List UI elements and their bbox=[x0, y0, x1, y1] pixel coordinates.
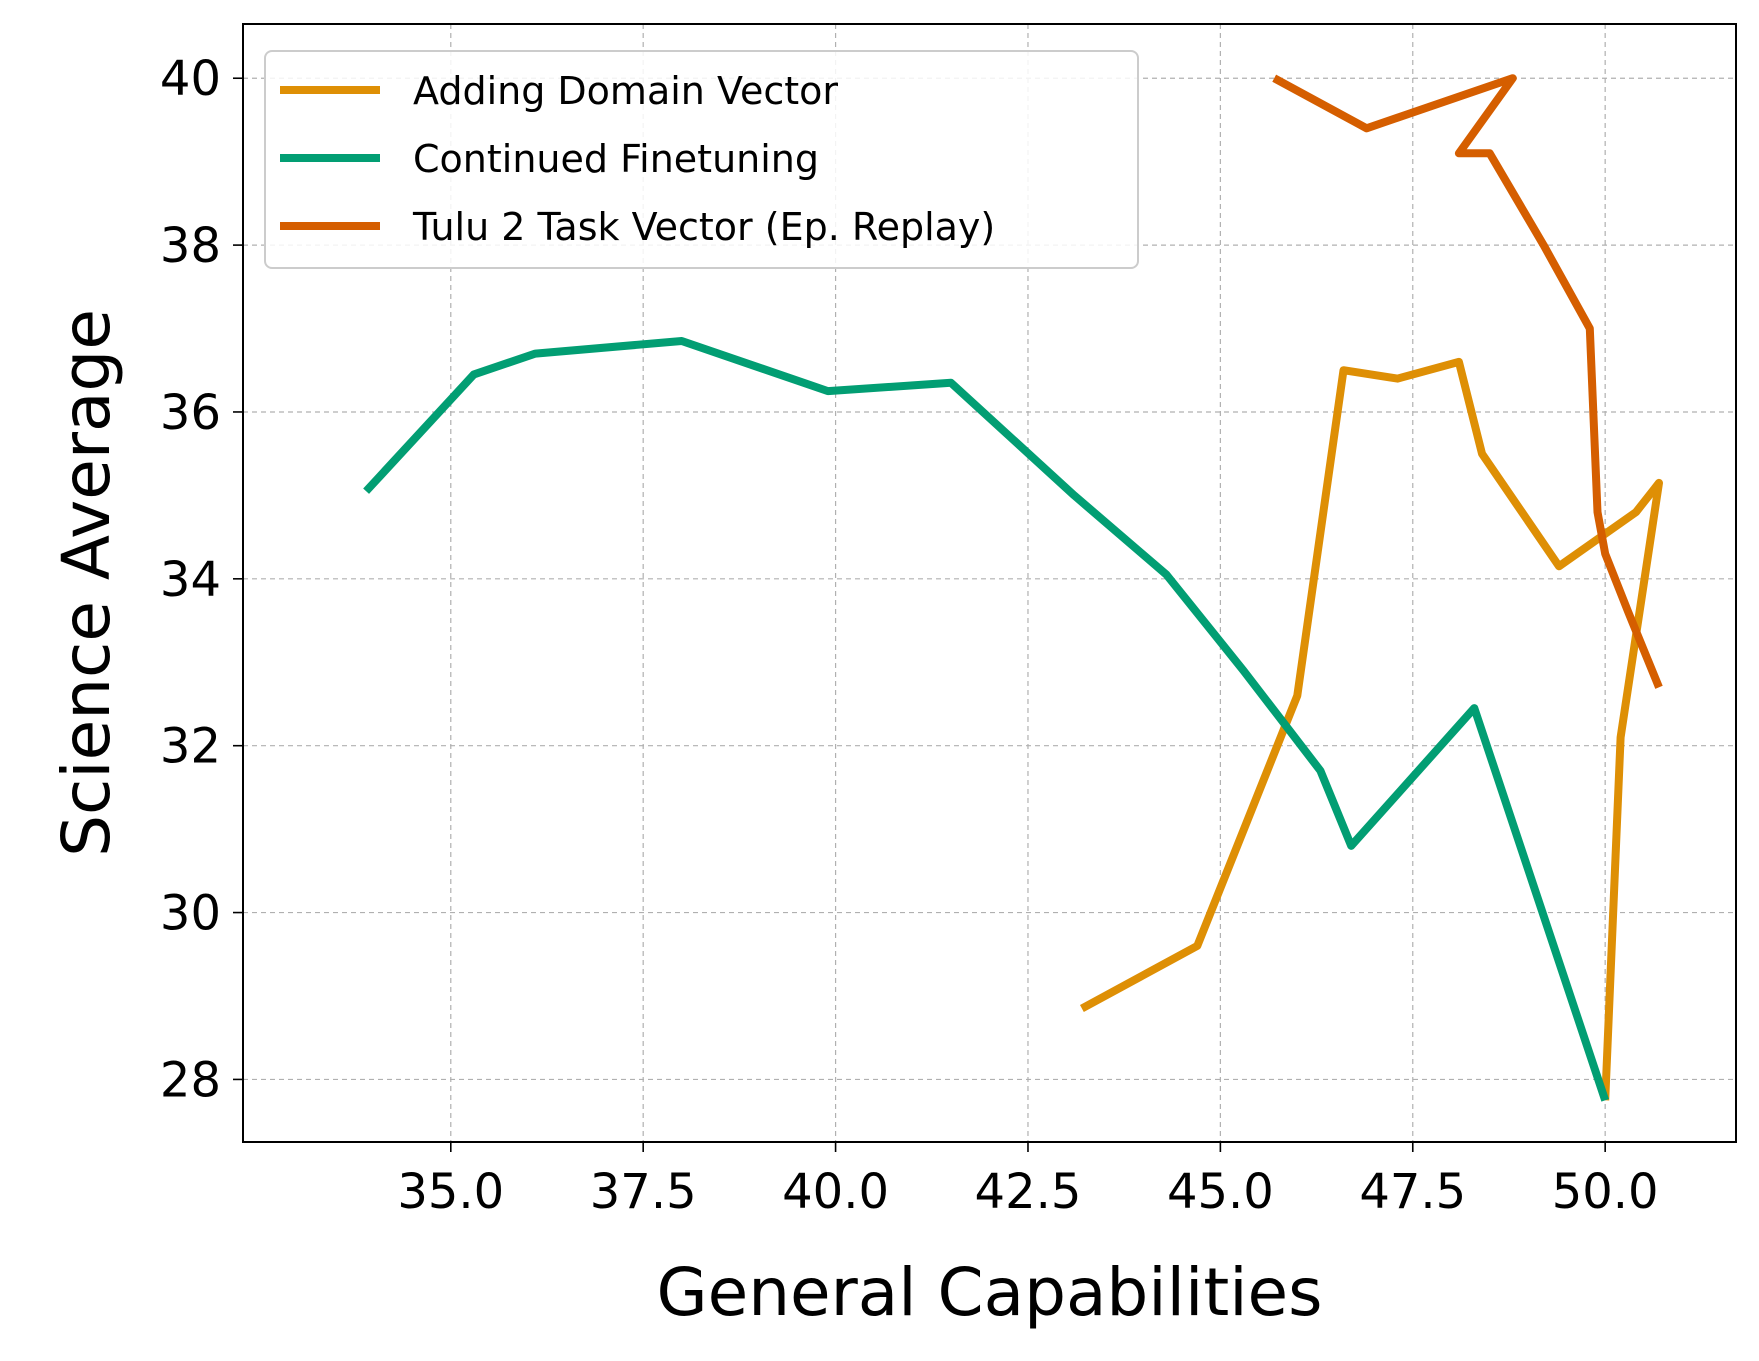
legend-label-0: Adding Domain Vector bbox=[413, 69, 838, 113]
y-tick-label: 34 bbox=[160, 552, 221, 608]
series-line-1 bbox=[363, 337, 1609, 1102]
y-tick-label: 36 bbox=[160, 385, 221, 441]
legend: Adding Domain Vector Continued Finetuning… bbox=[264, 50, 1139, 269]
y-tick-label: 30 bbox=[160, 886, 221, 942]
x-tick-label: 50.0 bbox=[1552, 1164, 1659, 1220]
y-axis-title: Science Average bbox=[48, 309, 125, 857]
plot-frame bbox=[242, 23, 1737, 1143]
x-axis-title: General Capabilities bbox=[656, 1254, 1322, 1331]
y-tick-label: 40 bbox=[160, 51, 221, 107]
y-tick-label: 28 bbox=[160, 1052, 221, 1108]
x-tick-label: 47.5 bbox=[1359, 1164, 1466, 1220]
x-tick-label: 42.5 bbox=[975, 1164, 1082, 1220]
y-tick-label: 38 bbox=[160, 218, 221, 274]
series-line-0 bbox=[1079, 357, 1663, 1101]
legend-label-1: Continued Finetuning bbox=[413, 137, 819, 181]
series-lines bbox=[363, 74, 1663, 1102]
x-tick-label: 40.0 bbox=[782, 1164, 889, 1220]
x-tick-label: 37.5 bbox=[590, 1164, 697, 1220]
legend-frame bbox=[264, 50, 1139, 269]
legend-label-2: Tulu 2 Task Vector (Ep. Replay) bbox=[412, 205, 995, 249]
x-tick-label: 45.0 bbox=[1167, 1164, 1274, 1220]
y-tick-label: 32 bbox=[160, 719, 221, 775]
x-tick-label: 35.0 bbox=[397, 1164, 504, 1220]
series-line-2 bbox=[1272, 74, 1663, 689]
axis-ticks: 35.0 37.5 40.0 42.5 45.0 47.5 50.0 28 30 32 34 36 38… bbox=[160, 51, 1659, 1220]
